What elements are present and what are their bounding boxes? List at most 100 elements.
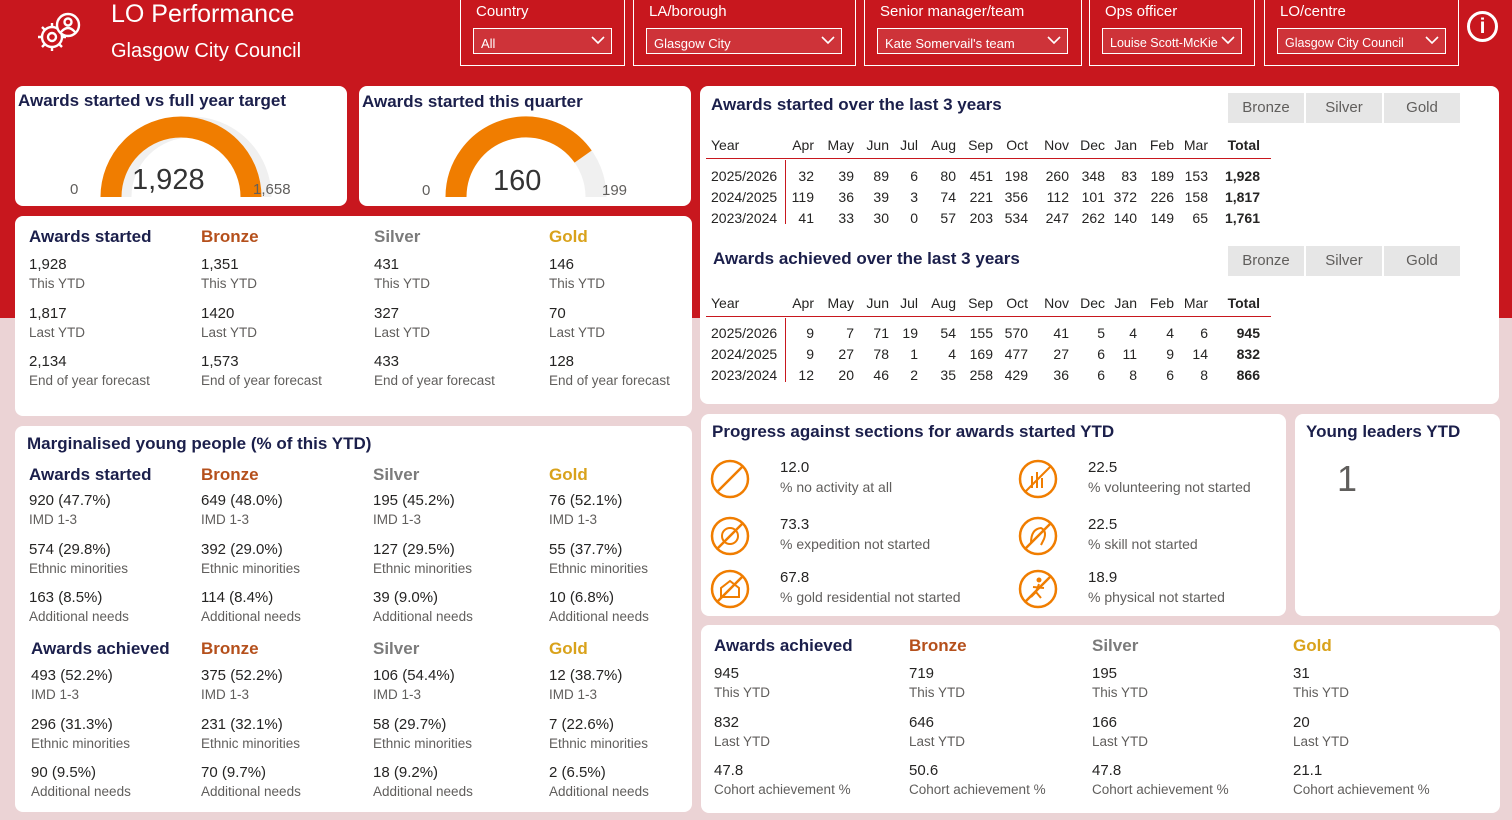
marginalised-card: Marginalised young people (% of this YTD… [15, 426, 692, 812]
progress-card: Progress against sections for awards sta… [701, 414, 1286, 616]
table-cell: 54 [940, 325, 956, 341]
stat-value: 128 [549, 353, 575, 370]
table-cell: 372 [1113, 189, 1137, 205]
filter-country[interactable]: Country All [460, 0, 625, 66]
gauge-value: 1,928 [132, 164, 205, 196]
toggle-silver-button[interactable]: Silver [1306, 93, 1382, 123]
stat-label: Ethnic minorities [373, 735, 473, 751]
stat-column-header: Silver [373, 639, 420, 658]
stat-value: 31 [1293, 665, 1310, 682]
stat-label: This YTD [201, 276, 258, 291]
stat-label: This YTD [549, 276, 606, 291]
stat-value: 12 (38.7%) [549, 667, 623, 684]
filter-la-borough[interactable]: LA/borough Glasgow City [633, 0, 856, 66]
table-cell: 2 [910, 367, 918, 383]
stat-value: 90 (9.5%) [31, 764, 97, 781]
table_started-grid: Year Apr May Jun Jul Aug Sep Oct Nov Dec Jan Feb Mar… [700, 86, 1499, 404]
stat-value: 719 [909, 665, 935, 682]
table-cell: 356 [1004, 189, 1028, 205]
table-cell: 119 [791, 189, 814, 205]
stat-value: 21.1 [1293, 762, 1323, 779]
stat-label: Additional needs [373, 609, 473, 624]
stat-label: Cohort achievement % [714, 782, 851, 797]
toggle-gold-button[interactable]: Gold [1384, 246, 1460, 276]
stat-label: End of year forecast [549, 373, 670, 388]
filter-dropdown[interactable]: Louise Scott-McKie [1102, 28, 1242, 54]
filter-label: Senior manager/team [880, 3, 1025, 20]
table-cell: 36 [1053, 367, 1069, 383]
table-cell: 8 [1129, 367, 1137, 383]
table-cell: 41 [798, 210, 814, 226]
table-header-cell: Dec [1080, 137, 1105, 153]
table-cell: 451 [969, 168, 993, 184]
stat-value: 431 [374, 256, 400, 273]
table-cell: 8 [1200, 367, 1208, 383]
stat-label: Additional needs [31, 784, 131, 799]
stat-label: Additional needs [549, 784, 649, 799]
gauge-target-fill [100, 116, 262, 198]
stat-value: 433 [374, 353, 400, 370]
stat-value: 327 [374, 304, 400, 322]
stat-value: 195 (45.2%) [373, 492, 455, 509]
stat-label: IMD 1-3 [373, 512, 422, 527]
volunteering-icon [1017, 458, 1059, 500]
gauge-min: 0 [422, 182, 431, 199]
table-header-cell: Year [711, 295, 740, 311]
stat-label: Additional needs [201, 609, 301, 624]
toggle-bronze-button[interactable]: Bronze [1228, 93, 1304, 123]
stat-label: This YTD [1092, 685, 1149, 700]
table-cell: 4 [1129, 325, 1137, 341]
stat-value: 47.8 [714, 762, 744, 779]
stat-column-header: Gold [1293, 636, 1332, 655]
stat-column-header: Gold [549, 639, 588, 658]
table-header-cell: May [827, 295, 854, 311]
stat-value: 39 (9.0%) [373, 589, 439, 606]
table-cell: 1,761 [1224, 210, 1260, 226]
stat-label: Additional needs [549, 609, 649, 624]
gauge-value: 160 [493, 165, 542, 197]
filter-dropdown[interactable]: Glasgow City Council [1277, 28, 1446, 54]
table-header-rule [706, 158, 1271, 159]
table-header-cell: Aug [931, 137, 956, 153]
table-header-cell: Total [1227, 295, 1260, 311]
table-cell: 39 [838, 168, 854, 184]
table-cell: 6 [1166, 367, 1174, 383]
stat-value: 920 (47.7%) [29, 492, 111, 509]
stat-value: 1,817 [29, 304, 67, 322]
table-cell: 4 [948, 346, 956, 362]
table-cell: 5 [1097, 325, 1105, 341]
table-cell: 158 [1184, 189, 1208, 205]
filter-dropdown[interactable]: Kate Somervail's team [877, 28, 1068, 54]
filter-lo-centre[interactable]: LO/centre Glasgow City Council [1264, 0, 1459, 66]
stat-label: Ethnic minorities [201, 560, 301, 576]
info-icon[interactable]: i [1467, 11, 1498, 42]
toggle-gold-button[interactable]: Gold [1384, 93, 1460, 123]
stat-value: 127 (29.5%) [373, 540, 455, 558]
filter-value: Glasgow City Council [1285, 36, 1404, 50]
young-leaders-value: 1 [1337, 458, 1358, 499]
filter-ops-officer[interactable]: Ops officer Louise Scott-McKie [1089, 0, 1255, 66]
table-row-header-rule [785, 318, 786, 382]
table-cell: 36 [838, 189, 854, 205]
card-title: Awards started this quarter [362, 92, 583, 111]
table-cell: 6 [1097, 367, 1105, 383]
table-cell: 2025/2026 [711, 168, 778, 184]
table-cell: 6 [1097, 346, 1105, 362]
table-header-cell: Sep [968, 137, 993, 153]
stat-value: 114 (8.4%) [201, 589, 274, 606]
stat-label: Last YTD [909, 733, 966, 749]
gauge-min: 0 [70, 181, 79, 198]
filter-dropdown[interactable]: All [473, 28, 612, 54]
gauge-quarter-fill [445, 116, 592, 198]
stat-value: 58 (29.7%) [373, 715, 447, 733]
table-header-cell: Jun [866, 295, 889, 311]
toggle-bronze-button[interactable]: Bronze [1228, 246, 1304, 276]
table-cell: 4 [1166, 325, 1174, 341]
table-cell: 247 [1045, 210, 1069, 226]
toggle-silver-button[interactable]: Silver [1306, 246, 1382, 276]
filter-dropdown[interactable]: Glasgow City [646, 28, 842, 54]
filter-senior-manager[interactable]: Senior manager/team Kate Somervail's tea… [864, 0, 1082, 66]
table-cell: 1,817 [1224, 189, 1260, 205]
filter-label: Country [476, 3, 529, 20]
filter-label: Ops officer [1105, 3, 1178, 20]
